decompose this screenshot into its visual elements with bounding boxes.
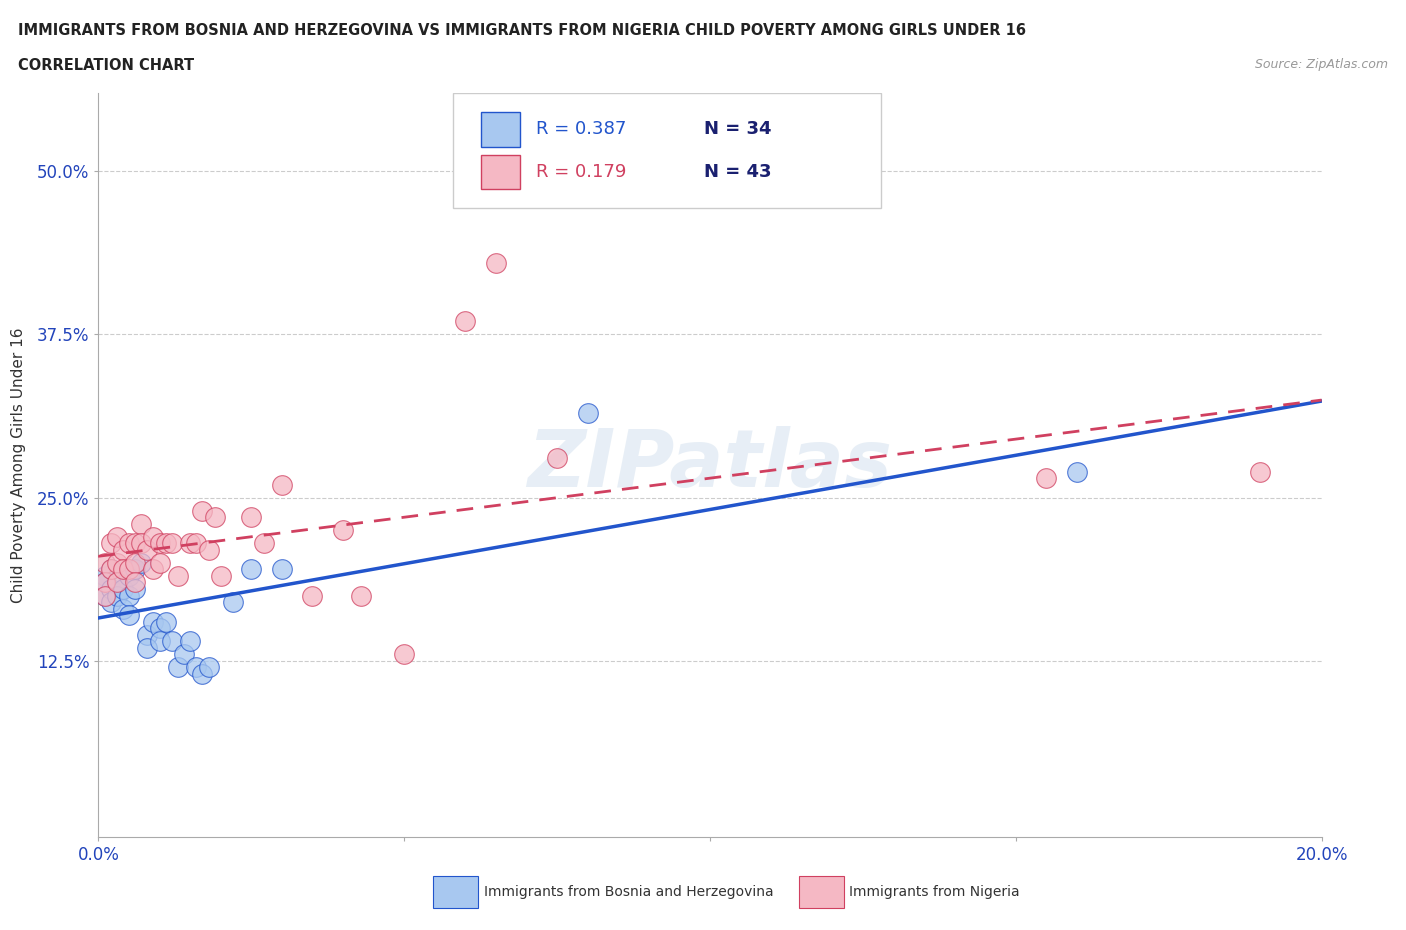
Point bbox=[142, 562, 165, 577]
Point bbox=[93, 588, 115, 603]
Point bbox=[124, 581, 146, 596]
Point bbox=[149, 536, 172, 551]
Point bbox=[142, 614, 165, 629]
Point bbox=[111, 542, 134, 557]
Point bbox=[186, 536, 208, 551]
Point bbox=[100, 562, 122, 577]
Point bbox=[105, 575, 128, 590]
Point bbox=[173, 647, 195, 662]
Point bbox=[93, 555, 115, 570]
Point bbox=[129, 555, 152, 570]
Point bbox=[111, 562, 134, 577]
FancyBboxPatch shape bbox=[453, 93, 882, 208]
Y-axis label: Child Poverty Among Girls Under 16: Child Poverty Among Girls Under 16 bbox=[11, 327, 25, 603]
FancyBboxPatch shape bbox=[481, 154, 520, 189]
Point bbox=[111, 601, 134, 616]
Point bbox=[129, 536, 152, 551]
Point bbox=[124, 555, 146, 570]
Text: R = 0.179: R = 0.179 bbox=[536, 163, 627, 180]
Point bbox=[124, 575, 146, 590]
Point bbox=[93, 568, 115, 583]
Point bbox=[179, 633, 201, 648]
FancyBboxPatch shape bbox=[481, 113, 520, 147]
Point bbox=[111, 581, 134, 596]
Point bbox=[546, 451, 568, 466]
Point bbox=[209, 568, 232, 583]
Point bbox=[191, 503, 214, 518]
Point bbox=[270, 562, 292, 577]
Point bbox=[350, 588, 373, 603]
Point bbox=[118, 568, 141, 583]
Point bbox=[118, 607, 141, 622]
Point bbox=[105, 529, 128, 544]
Point bbox=[149, 633, 172, 648]
Point bbox=[332, 523, 354, 538]
Point bbox=[454, 314, 477, 329]
Point bbox=[155, 614, 177, 629]
Point bbox=[149, 620, 172, 635]
Point bbox=[105, 575, 128, 590]
Point bbox=[100, 594, 122, 609]
Point bbox=[124, 536, 146, 551]
Text: IMMIGRANTS FROM BOSNIA AND HERZEGOVINA VS IMMIGRANTS FROM NIGERIA CHILD POVERTY : IMMIGRANTS FROM BOSNIA AND HERZEGOVINA V… bbox=[18, 23, 1026, 38]
Point bbox=[136, 542, 159, 557]
Point bbox=[105, 555, 128, 570]
Point bbox=[93, 575, 115, 590]
Point bbox=[1249, 464, 1271, 479]
Text: ZIPatlas: ZIPatlas bbox=[527, 426, 893, 504]
Point bbox=[149, 555, 172, 570]
Point bbox=[118, 588, 141, 603]
Point bbox=[160, 633, 183, 648]
Point bbox=[142, 529, 165, 544]
Text: Immigrants from Bosnia and Herzegovina: Immigrants from Bosnia and Herzegovina bbox=[484, 884, 773, 899]
Point bbox=[100, 562, 122, 577]
Point bbox=[136, 640, 159, 655]
Point bbox=[240, 562, 263, 577]
Point bbox=[93, 588, 115, 603]
Point bbox=[160, 536, 183, 551]
Point bbox=[179, 536, 201, 551]
Point bbox=[155, 536, 177, 551]
Text: N = 34: N = 34 bbox=[704, 121, 772, 139]
Text: R = 0.387: R = 0.387 bbox=[536, 121, 627, 139]
Text: N = 43: N = 43 bbox=[704, 163, 772, 180]
Point bbox=[105, 588, 128, 603]
Point bbox=[301, 588, 323, 603]
Text: CORRELATION CHART: CORRELATION CHART bbox=[18, 58, 194, 73]
Point bbox=[197, 542, 219, 557]
Text: Immigrants from Nigeria: Immigrants from Nigeria bbox=[849, 884, 1019, 899]
Point bbox=[204, 510, 226, 525]
Text: Source: ZipAtlas.com: Source: ZipAtlas.com bbox=[1254, 58, 1388, 71]
Point bbox=[191, 667, 214, 682]
Point bbox=[124, 562, 146, 577]
Point bbox=[222, 594, 245, 609]
Point bbox=[576, 405, 599, 420]
Point bbox=[392, 647, 416, 662]
Point bbox=[136, 627, 159, 642]
Point bbox=[197, 660, 219, 675]
Point bbox=[129, 516, 152, 531]
Point bbox=[1035, 471, 1057, 485]
Point bbox=[100, 581, 122, 596]
Point bbox=[167, 568, 190, 583]
Point bbox=[240, 510, 263, 525]
Point bbox=[485, 255, 508, 270]
Point bbox=[93, 575, 115, 590]
Point bbox=[118, 536, 141, 551]
Point bbox=[118, 562, 141, 577]
Point bbox=[167, 660, 190, 675]
Point bbox=[186, 660, 208, 675]
Point bbox=[270, 477, 292, 492]
Point bbox=[1066, 464, 1088, 479]
Point bbox=[100, 536, 122, 551]
Point bbox=[252, 536, 274, 551]
